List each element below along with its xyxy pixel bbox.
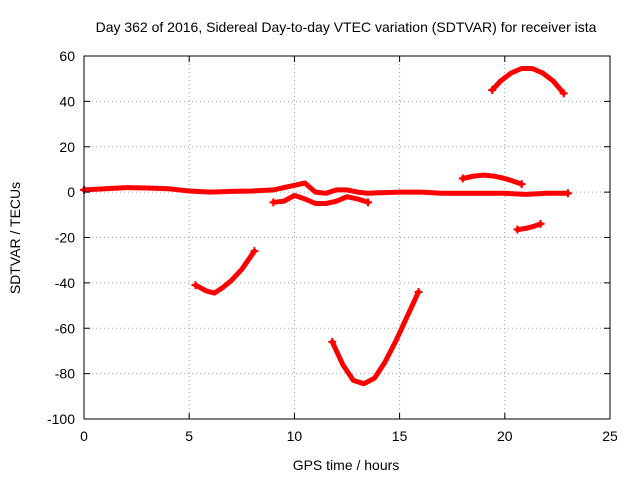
y-tick-label: 0 xyxy=(67,184,75,200)
y-axis-label: SDTVAR / TECUs xyxy=(7,182,23,294)
series-endpoint-marker xyxy=(364,198,373,207)
series-track-d xyxy=(329,289,421,387)
x-tick-label: 5 xyxy=(185,428,193,444)
grid xyxy=(84,56,610,419)
series-endpoint-marker xyxy=(536,219,545,228)
ticks: 0 5 10 15 20 25 -100 -80 -60 -40 -20 0 20 40 60 xyxy=(47,48,618,444)
y-tick-label: -60 xyxy=(55,320,75,336)
chart-title: Day 362 of 2016, Sidereal Day-to-day VTE… xyxy=(96,19,597,35)
x-tick-label: 10 xyxy=(287,428,303,444)
y-tick-label: 60 xyxy=(59,48,75,64)
y-tick-label: 20 xyxy=(59,139,75,155)
series-endpoint-marker xyxy=(488,86,497,95)
series-endpoint-marker xyxy=(517,180,526,189)
series-endpoint-marker xyxy=(414,287,423,296)
x-tick-label: 0 xyxy=(80,428,88,444)
x-tick-label: 25 xyxy=(602,428,618,444)
series-endpoint-marker xyxy=(513,225,522,234)
series-track-f xyxy=(489,66,567,96)
series-endpoint-marker xyxy=(191,281,200,290)
y-tick-label: -80 xyxy=(55,366,75,382)
series-track-a xyxy=(81,180,571,197)
y-tick-label: -100 xyxy=(47,411,75,427)
x-tick-label: 15 xyxy=(392,428,408,444)
series-endpoint-marker xyxy=(250,247,259,256)
y-tick-label: -40 xyxy=(55,275,75,291)
y-tick-label: -20 xyxy=(55,230,75,246)
series-endpoint-marker xyxy=(559,89,568,98)
series-track-c xyxy=(193,248,257,296)
series-endpoint-marker xyxy=(563,189,572,198)
series-track-e xyxy=(460,172,525,187)
series-track-b xyxy=(270,193,371,206)
series-track-g xyxy=(514,221,544,233)
data-layer xyxy=(80,66,572,387)
plot-frame xyxy=(83,55,611,420)
series-endpoint-marker xyxy=(328,337,337,346)
series-endpoint-marker xyxy=(458,174,467,183)
x-axis-label: GPS time / hours xyxy=(293,457,400,473)
y-tick-label: 40 xyxy=(59,93,75,109)
x-tick-label: 20 xyxy=(497,428,513,444)
series-endpoint-marker xyxy=(269,198,278,207)
